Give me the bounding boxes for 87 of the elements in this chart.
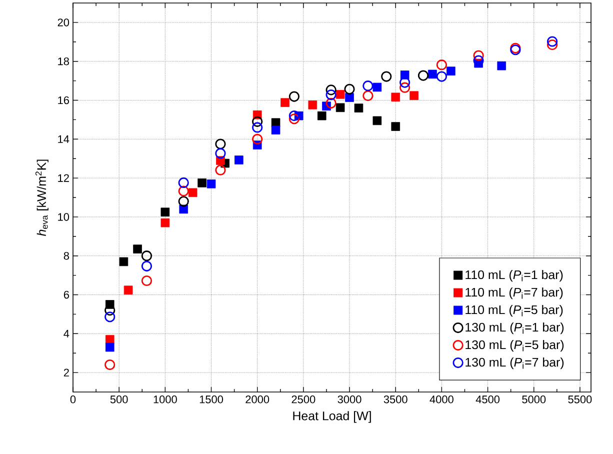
point [381, 71, 392, 82]
y-tick-label: 20 [58, 18, 70, 26]
point [124, 286, 133, 294]
point [215, 164, 226, 176]
point [198, 178, 206, 188]
point [141, 250, 152, 262]
point [428, 70, 437, 79]
point [104, 359, 116, 370]
point [280, 98, 290, 107]
point [178, 186, 189, 196]
point [473, 50, 484, 61]
point [215, 138, 226, 150]
y-tick-label: 14 [58, 135, 70, 143]
y-axis-title: h$_{eva}$ [kW/m$^{2}$K] [35, 160, 48, 236]
x-tick-label: 1000 [154, 396, 177, 404]
y-tick-label: 6 [64, 290, 69, 299]
point [497, 61, 506, 70]
y-tick-label: 2 [64, 368, 69, 376]
point [547, 40, 558, 50]
point [252, 116, 263, 127]
x-tick-label: 5000 [522, 396, 546, 404]
point [105, 342, 114, 352]
y-tick-label: 10 [58, 213, 70, 221]
y-tick-label: 16 [58, 96, 69, 104]
point [141, 260, 152, 272]
point [252, 134, 263, 144]
x-axis-title: Heat Load [W] [293, 411, 371, 423]
point [362, 90, 374, 102]
point [141, 275, 152, 286]
y-tick-label: 8 [64, 252, 69, 260]
point [362, 80, 374, 92]
point [317, 111, 326, 120]
point [178, 196, 189, 207]
point [446, 66, 456, 76]
point [160, 208, 170, 216]
point [336, 103, 345, 112]
point [252, 122, 263, 133]
legend-label: 110 mL (P$_{i}$=5 bar) [466, 305, 563, 317]
point [326, 90, 336, 100]
point [336, 90, 345, 99]
x-tick-label: 5500 [568, 396, 592, 404]
y-tick-label: 4 [64, 330, 70, 338]
point [372, 116, 382, 126]
point [391, 92, 400, 102]
x-tick-label: 3500 [384, 396, 408, 404]
x-tick-label: 2500 [292, 396, 316, 404]
point [410, 91, 418, 100]
point [288, 110, 300, 122]
point [547, 36, 558, 47]
x-tick-label: 3000 [338, 396, 362, 404]
point [400, 82, 410, 93]
point [271, 126, 280, 134]
x-tick-label: 4500 [476, 396, 500, 404]
x-tick-label: 0 [70, 396, 76, 404]
point [308, 100, 318, 110]
y-tick-label: 18 [58, 57, 69, 66]
point [344, 84, 355, 94]
x-tick-label: 500 [110, 396, 128, 404]
point [188, 188, 198, 198]
point [234, 156, 244, 164]
point [436, 60, 447, 70]
x-tick-label: 1500 [200, 396, 224, 404]
point [104, 312, 116, 322]
point [372, 82, 382, 92]
point [119, 257, 128, 266]
point [288, 91, 300, 102]
point [326, 98, 336, 108]
legend-label: 110 mL (P$_{i}$=7 bar) [466, 288, 563, 300]
legend-label: 130 mL (P$_{i}$=7 bar) [466, 358, 564, 370]
legend-label: 110 mL (P$_{i}$=1 bar) [466, 270, 563, 282]
legend-label: 130 mL (P$_{i}$=1 bar) [466, 322, 564, 334]
point [354, 104, 364, 112]
point [206, 179, 216, 188]
legend-label: 130 mL (P$_{i}$=5 bar) [466, 340, 564, 352]
x-tick-label: 2000 [246, 396, 270, 404]
point [418, 70, 429, 81]
point [133, 244, 142, 254]
point [436, 71, 447, 82]
point [326, 84, 336, 96]
x-tick-label: 4000 [430, 396, 454, 404]
point [288, 114, 300, 124]
point [215, 148, 226, 159]
point [345, 93, 354, 102]
y-tick-label: 12 [58, 174, 69, 182]
point [160, 218, 170, 228]
point [391, 122, 400, 131]
point [178, 177, 189, 188]
